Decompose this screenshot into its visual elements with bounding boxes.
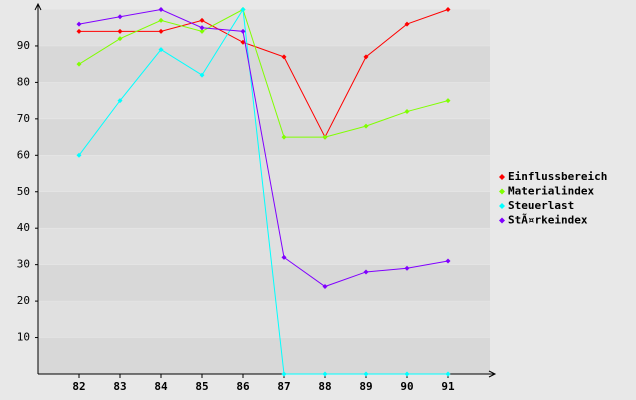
- series-line: [78, 8, 449, 138]
- grid-band: [38, 45, 490, 83]
- grid-band: [38, 301, 490, 338]
- data-point: [240, 28, 246, 34]
- y-tick-label: 70: [17, 112, 30, 125]
- data-point: [322, 371, 328, 377]
- y-tick-label: 10: [17, 331, 30, 344]
- data-point: [404, 371, 410, 377]
- data-point: [363, 371, 369, 377]
- data-point: [76, 61, 82, 67]
- data-point: [445, 371, 451, 377]
- data-point: [76, 21, 82, 27]
- data-point: [199, 17, 205, 23]
- data-point: [199, 72, 205, 78]
- grid-band: [38, 264, 490, 302]
- y-tick-label: 80: [17, 75, 30, 88]
- data-point: [363, 54, 369, 60]
- data-point: [445, 98, 451, 104]
- x-tick-label: 86: [236, 380, 250, 393]
- grid-band: [38, 155, 490, 192]
- data-point: [117, 28, 123, 34]
- data-point: [158, 7, 164, 12]
- legend-label: Einflussbereich: [508, 170, 607, 183]
- legend-label: StÃ¤rkeindex: [508, 214, 588, 227]
- y-tick-label: 90: [17, 39, 30, 52]
- y-axis-arrow: [34, 2, 42, 11]
- y-tick-label: 40: [17, 221, 30, 234]
- data-point: [281, 54, 287, 60]
- x-tick-label: 84: [154, 380, 168, 393]
- x-tick-label: 85: [195, 380, 208, 393]
- grid-band: [38, 9, 490, 46]
- data-point: [404, 265, 410, 271]
- data-point: [404, 109, 410, 115]
- legend-label: Materialindex: [508, 185, 594, 198]
- grid-band: [38, 82, 490, 119]
- y-tick-label: 60: [17, 148, 30, 161]
- data-point: [199, 28, 205, 34]
- x-tick-label: 83: [113, 380, 126, 393]
- data-point: [445, 7, 451, 12]
- grid-band: [38, 228, 490, 265]
- x-tick-label: 89: [359, 380, 372, 393]
- data-point: [158, 17, 164, 23]
- data-point: [281, 134, 287, 140]
- data-point: [445, 258, 451, 264]
- legend-label: Steuerlast: [508, 199, 574, 212]
- data-point: [363, 269, 369, 275]
- y-tick-label: 50: [17, 185, 30, 198]
- y-tick-label: 20: [17, 294, 30, 307]
- x-tick-label: 87: [277, 380, 290, 393]
- data-point: [281, 254, 287, 260]
- y-tick-label: 30: [17, 258, 30, 271]
- data-point: [76, 152, 82, 158]
- x-tick-label: 82: [72, 380, 85, 393]
- data-point: [158, 28, 164, 34]
- x-tick-label: 88: [318, 380, 331, 393]
- data-point: [158, 47, 164, 53]
- grid-band: [38, 337, 490, 374]
- x-axis-arrow: [488, 370, 497, 378]
- data-point: [240, 7, 246, 12]
- data-point: [281, 371, 287, 377]
- data-point: [322, 284, 328, 290]
- data-point: [404, 21, 410, 27]
- data-point: [363, 123, 369, 129]
- legend-marker: [499, 188, 505, 195]
- data-point: [322, 134, 328, 140]
- legend-marker: [499, 203, 505, 209]
- legend-marker: [499, 174, 505, 180]
- series-line: [79, 9, 449, 139]
- series-line: [78, 8, 449, 288]
- x-tick-label: 91: [441, 380, 455, 393]
- data-point: [117, 14, 123, 20]
- data-point: [117, 36, 123, 42]
- series-line: [78, 8, 448, 375]
- legend-marker: [499, 217, 505, 224]
- data-point: [199, 25, 205, 31]
- data-point: [76, 28, 82, 34]
- data-point: [117, 98, 123, 104]
- x-tick-label: 90: [400, 380, 413, 393]
